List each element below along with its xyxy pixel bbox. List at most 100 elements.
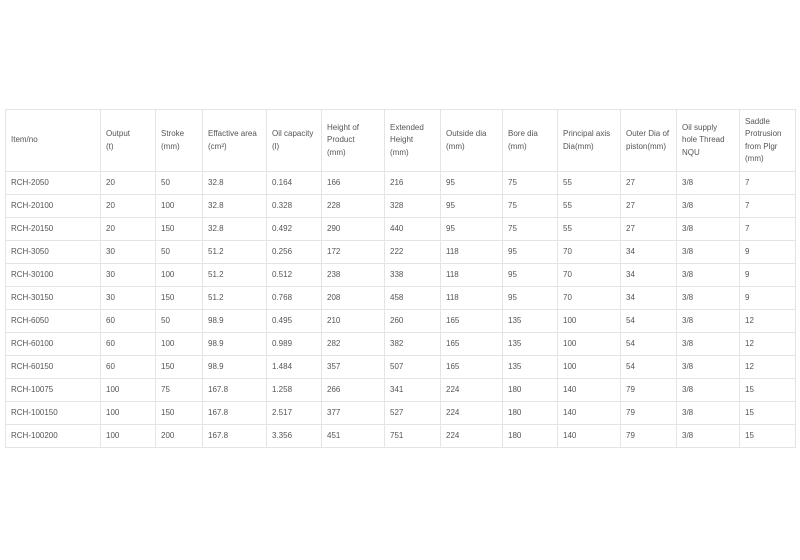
table-cell: 3/8	[676, 240, 740, 264]
table-cell: 7	[739, 171, 796, 195]
table-cell: 3/8	[676, 217, 740, 241]
table-cell: 12	[739, 355, 796, 379]
table-cell: 3/8	[676, 263, 740, 287]
header-row: Item/no Output (t) Stroke (mm) Effactive ar…	[5, 109, 796, 172]
table-cell: 224	[440, 378, 503, 402]
table-cell: 290	[321, 217, 385, 241]
table-cell: 172	[321, 240, 385, 264]
table-cell: 30	[100, 240, 156, 264]
table-cell: RCH-6050	[5, 309, 101, 333]
table-cell: 32.8	[202, 217, 267, 241]
column-header: Outer Dia of piston(mm)	[620, 109, 677, 172]
table-cell: RCH-100200	[5, 424, 101, 448]
column-header: Outside dia (mm)	[440, 109, 503, 172]
table-cell: 3/8	[676, 401, 740, 425]
table-cell: 60	[100, 332, 156, 356]
table-cell: 55	[557, 194, 621, 218]
table-cell: 15	[739, 401, 796, 425]
table-cell: 328	[384, 194, 441, 218]
table-cell: 224	[440, 401, 503, 425]
table-cell: 166	[321, 171, 385, 195]
table-row: RCH-3050 30 50 51.2 0.256 172 222 118 95 70 34 3/8 9	[5, 240, 796, 264]
table-cell: 34	[620, 263, 677, 287]
table-cell: 118	[440, 286, 503, 310]
table-cell: 60	[100, 355, 156, 379]
column-header: Principal axis Dia(mm)	[557, 109, 621, 172]
table-cell: 100	[100, 401, 156, 425]
table-cell: 167.8	[202, 401, 267, 425]
table-cell: 222	[384, 240, 441, 264]
table-cell: 54	[620, 332, 677, 356]
table-cell: 20	[100, 194, 156, 218]
table-cell: RCH-20100	[5, 194, 101, 218]
table-cell: 95	[502, 286, 558, 310]
table-cell: 20	[100, 217, 156, 241]
table-cell: 180	[502, 401, 558, 425]
table-row: RCH-30150 30 150 51.2 0.768 208 458 118 95 70 34 3/…	[5, 286, 796, 310]
specifications-table: Item/no Output (t) Stroke (mm) Effactive ar…	[5, 109, 796, 448]
table-cell: 150	[155, 355, 203, 379]
column-header: Saddle Protrusion from Plgr (mm)	[739, 109, 796, 172]
table-cell: 238	[321, 263, 385, 287]
table-cell: 135	[502, 355, 558, 379]
table-cell: 150	[155, 217, 203, 241]
table-cell: 95	[502, 263, 558, 287]
table-cell: 377	[321, 401, 385, 425]
table-cell: 1.484	[266, 355, 322, 379]
table-cell: RCH-60150	[5, 355, 101, 379]
table-cell: 12	[739, 309, 796, 333]
table-cell: 9	[739, 286, 796, 310]
table-cell: 79	[620, 378, 677, 402]
table-cell: RCH-60100	[5, 332, 101, 356]
table-cell: 1.258	[266, 378, 322, 402]
table-cell: 50	[155, 309, 203, 333]
table-cell: 79	[620, 424, 677, 448]
column-header: Oil supply hole Thread NQU	[676, 109, 740, 172]
table-cell: 51.2	[202, 240, 267, 264]
table-cell: 228	[321, 194, 385, 218]
table-cell: 118	[440, 263, 503, 287]
table-cell: 3/8	[676, 378, 740, 402]
table-cell: 165	[440, 355, 503, 379]
table-cell: 27	[620, 171, 677, 195]
table-cell: 451	[321, 424, 385, 448]
table-row: RCH-20150 20 150 32.8 0.492 290 440 95 75 55 27 3/8…	[5, 217, 796, 241]
table-cell: 3/8	[676, 286, 740, 310]
table-cell: 100	[557, 355, 621, 379]
table-cell: 751	[384, 424, 441, 448]
table-cell: 70	[557, 240, 621, 264]
table-cell: 341	[384, 378, 441, 402]
table-cell: 95	[502, 240, 558, 264]
table-cell: 135	[502, 332, 558, 356]
table-row: RCH-60150 60 150 98.9 1.484 357 507 165 135 100 54…	[5, 355, 796, 379]
table-cell: 79	[620, 401, 677, 425]
table-cell: 98.9	[202, 332, 267, 356]
table-cell: 3/8	[676, 171, 740, 195]
table-cell: 210	[321, 309, 385, 333]
table-cell: 7	[739, 217, 796, 241]
table-row: RCH-30100 30 100 51.2 0.512 238 338 118 95 70 34 3/…	[5, 263, 796, 287]
table-cell: 70	[557, 286, 621, 310]
table-cell: 27	[620, 217, 677, 241]
table-cell: 75	[502, 217, 558, 241]
table-cell: 32.8	[202, 194, 267, 218]
table-cell: 75	[502, 194, 558, 218]
table-cell: 95	[440, 171, 503, 195]
table-cell: 9	[739, 240, 796, 264]
table-cell: RCH-20150	[5, 217, 101, 241]
table-cell: 100	[557, 332, 621, 356]
table-cell: 27	[620, 194, 677, 218]
table-cell: 15	[739, 424, 796, 448]
table-cell: 32.8	[202, 171, 267, 195]
table-cell: 60	[100, 309, 156, 333]
table-cell: 0.164	[266, 171, 322, 195]
table-cell: 100	[155, 194, 203, 218]
table-cell: 54	[620, 355, 677, 379]
table-cell: 0.768	[266, 286, 322, 310]
table-cell: 95	[440, 217, 503, 241]
table-cell: 3.356	[266, 424, 322, 448]
table-cell: 50	[155, 240, 203, 264]
table-cell: 180	[502, 378, 558, 402]
table-cell: 140	[557, 401, 621, 425]
column-header: Effactive area (cm²)	[202, 109, 267, 172]
